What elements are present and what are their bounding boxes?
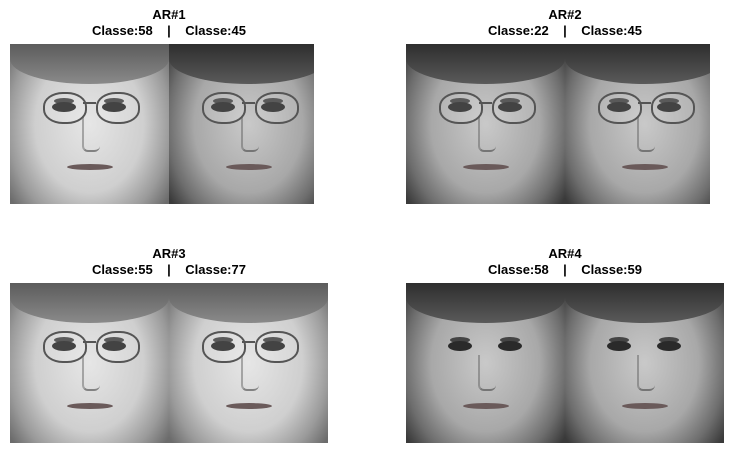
face-image-right bbox=[565, 283, 724, 443]
face-pair bbox=[10, 283, 328, 443]
panel-classes: Classe:58 | Classe:45 bbox=[92, 23, 246, 38]
panel-title: AR#4 bbox=[548, 246, 582, 261]
face-image-right bbox=[169, 283, 328, 443]
face-pair bbox=[406, 44, 724, 204]
face-image-left bbox=[10, 283, 169, 443]
panel-ar1: AR#1 Classe:58 | Classe:45 bbox=[10, 7, 328, 204]
panel-ar4: AR#4 Classe:58 | Classe:59 bbox=[406, 246, 724, 443]
face-pair bbox=[406, 283, 724, 443]
panel-title: AR#2 bbox=[548, 7, 582, 22]
panel-title: AR#3 bbox=[152, 246, 186, 261]
panel-ar3: AR#3 Classe:55 | Classe:77 bbox=[10, 246, 328, 443]
panel-classes: Classe:58 | Classe:59 bbox=[488, 262, 642, 277]
panel-ar2: AR#2 Classe:22 | Classe:45 bbox=[406, 7, 724, 204]
panel-classes: Classe:22 | Classe:45 bbox=[488, 23, 642, 38]
panel-classes: Classe:55 | Classe:77 bbox=[92, 262, 246, 277]
face-pair bbox=[10, 44, 328, 204]
face-image-right bbox=[565, 44, 724, 204]
face-image-right bbox=[169, 44, 328, 204]
face-image-left bbox=[10, 44, 169, 204]
face-image-left bbox=[406, 283, 565, 443]
panel-title: AR#1 bbox=[152, 7, 186, 22]
face-image-left bbox=[406, 44, 565, 204]
